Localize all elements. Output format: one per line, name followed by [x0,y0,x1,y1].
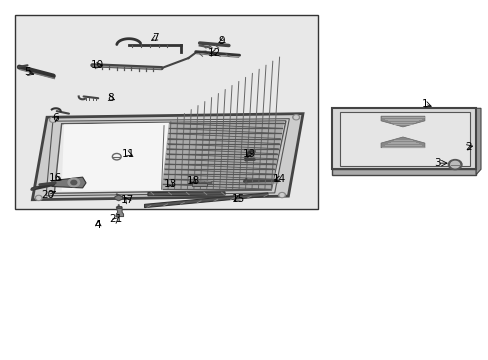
Polygon shape [161,122,284,190]
Text: 11: 11 [122,149,135,159]
Text: 10: 10 [90,60,103,70]
Text: 14: 14 [272,174,285,184]
Bar [117,206,121,208]
Polygon shape [148,192,224,196]
Circle shape [49,117,56,122]
Circle shape [280,194,284,197]
Polygon shape [475,108,480,175]
Text: 21: 21 [109,215,122,224]
Text: 15: 15 [231,194,244,204]
Circle shape [447,159,461,170]
Circle shape [278,193,285,198]
Polygon shape [380,116,424,127]
Polygon shape [380,137,424,148]
Text: 1: 1 [421,99,427,109]
Polygon shape [115,195,122,201]
Bar [192,183,206,186]
Polygon shape [331,108,475,169]
Circle shape [294,116,298,119]
Text: 3: 3 [433,158,440,168]
Text: 12: 12 [207,48,221,58]
Circle shape [68,178,80,187]
Text: 19: 19 [242,149,256,159]
Text: 18: 18 [186,176,200,186]
Text: 9: 9 [218,36,224,46]
Circle shape [37,197,41,199]
Polygon shape [144,193,267,208]
Bar [15,15,317,209]
Text: 6: 6 [52,113,59,123]
Polygon shape [331,169,475,175]
Text: 17: 17 [121,195,134,206]
Polygon shape [52,177,86,188]
Text: 7: 7 [152,33,159,43]
Circle shape [292,115,299,120]
Text: 16: 16 [49,173,62,183]
Text: 20: 20 [41,190,55,200]
Circle shape [35,195,42,201]
Polygon shape [32,114,303,200]
Text: 13: 13 [163,179,177,189]
Text: 5: 5 [24,67,31,77]
Polygon shape [116,207,123,217]
Circle shape [71,180,77,185]
Text: 8: 8 [107,93,114,103]
Text: 2: 2 [465,142,471,152]
Polygon shape [61,123,168,191]
Circle shape [450,161,459,168]
Circle shape [51,118,55,121]
Polygon shape [339,112,469,166]
Polygon shape [54,121,285,193]
Text: 4: 4 [95,220,102,230]
